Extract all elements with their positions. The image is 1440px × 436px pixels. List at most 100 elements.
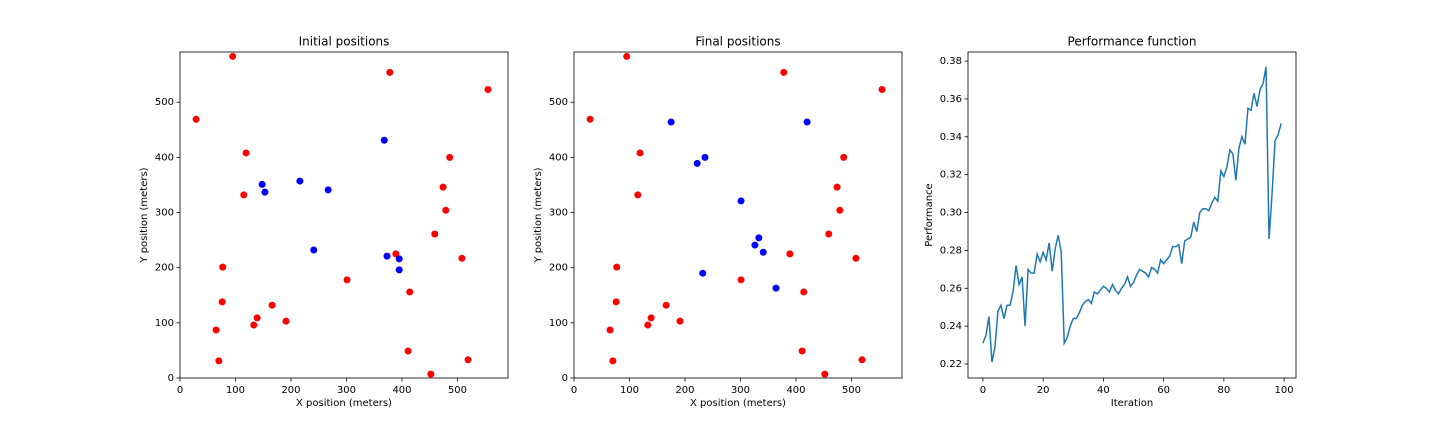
y-tick-label: 100 <box>549 318 568 329</box>
y-tick-label: 0.38 <box>940 56 962 67</box>
axes-frame <box>179 51 509 379</box>
y-tick-label: 500 <box>155 97 174 108</box>
x-tick-label: 200 <box>281 385 300 396</box>
x-tick-label: 300 <box>337 385 356 396</box>
point <box>458 254 466 262</box>
point <box>258 180 266 188</box>
y-tick-label: 0.24 <box>940 321 962 332</box>
y-tick-label: 0 <box>168 373 174 384</box>
point <box>386 68 394 76</box>
y-tick-label: 500 <box>549 97 568 108</box>
point <box>240 191 248 199</box>
y-tick-label: 0 <box>562 373 568 384</box>
point <box>840 153 848 161</box>
point <box>439 183 447 191</box>
point <box>878 86 886 94</box>
y-tick-label: 200 <box>549 263 568 274</box>
point <box>242 149 250 157</box>
y-tick-label: 0.34 <box>940 132 962 143</box>
y-tick-label: 400 <box>155 152 174 163</box>
x-tick-label: 0 <box>980 385 986 396</box>
point <box>825 230 833 238</box>
x-tick-label: 80 <box>1217 385 1230 396</box>
point <box>392 250 400 258</box>
point <box>780 68 788 76</box>
point <box>772 284 780 292</box>
point <box>229 52 237 60</box>
point <box>821 370 829 378</box>
point <box>676 317 684 325</box>
x-axis-label: Iteration <box>1111 398 1153 409</box>
point <box>623 52 631 60</box>
point <box>250 321 258 329</box>
x-tick-label: 0 <box>177 385 183 396</box>
point <box>786 250 794 258</box>
y-tick-label: 0.30 <box>940 208 962 219</box>
point <box>699 269 707 277</box>
point <box>836 206 844 214</box>
point <box>310 246 318 254</box>
point <box>586 115 594 123</box>
point <box>858 356 866 364</box>
point <box>609 357 617 365</box>
y-axis-label: Y position (meters) <box>533 167 544 263</box>
point <box>693 159 701 167</box>
point <box>701 153 709 161</box>
y-tick-label: 0.26 <box>940 283 962 294</box>
point <box>737 276 745 284</box>
x-axis-label: X position (meters) <box>296 398 392 409</box>
y-tick-label: 400 <box>549 152 568 163</box>
point <box>667 118 675 126</box>
point <box>751 241 759 249</box>
point <box>431 230 439 238</box>
y-tick-label: 300 <box>549 208 568 219</box>
point <box>446 153 454 161</box>
point <box>282 317 290 325</box>
point <box>427 370 435 378</box>
point <box>798 347 806 355</box>
point <box>442 206 450 214</box>
point <box>833 183 841 191</box>
x-tick-label: 60 <box>1157 385 1170 396</box>
point <box>380 136 388 144</box>
point <box>755 234 763 242</box>
y-tick-label: 0.22 <box>940 359 962 370</box>
point <box>324 186 332 194</box>
point <box>800 288 808 296</box>
x-axis-label: X position (meters) <box>690 398 786 409</box>
point <box>759 248 767 256</box>
point <box>404 347 412 355</box>
point <box>647 314 655 322</box>
x-tick-label: 40 <box>1097 385 1110 396</box>
point <box>261 188 269 196</box>
y-tick-label: 200 <box>155 263 174 274</box>
point <box>464 356 472 364</box>
point <box>218 298 226 306</box>
x-tick-label: 20 <box>1037 385 1050 396</box>
point <box>268 301 276 309</box>
point <box>219 263 227 271</box>
x-tick-label: 400 <box>786 385 805 396</box>
y-tick-label: 100 <box>155 318 174 329</box>
point <box>606 326 614 334</box>
point <box>612 298 620 306</box>
point <box>253 314 261 322</box>
point <box>636 149 644 157</box>
point <box>803 118 811 126</box>
point <box>634 191 642 199</box>
axes-frame <box>967 51 1297 379</box>
point <box>192 115 200 123</box>
x-tick-label: 400 <box>392 385 411 396</box>
y-axis-label: Performance <box>924 183 935 246</box>
point <box>484 86 492 94</box>
chart-title: Performance function <box>1068 35 1197 49</box>
chart-title: Final positions <box>695 35 780 49</box>
chart-title: Initial positions <box>299 35 390 49</box>
x-tick-label: 500 <box>842 385 861 396</box>
x-tick-label: 500 <box>448 385 467 396</box>
point <box>383 252 391 260</box>
y-tick-label: 0.32 <box>940 170 962 181</box>
x-tick-label: 300 <box>731 385 750 396</box>
